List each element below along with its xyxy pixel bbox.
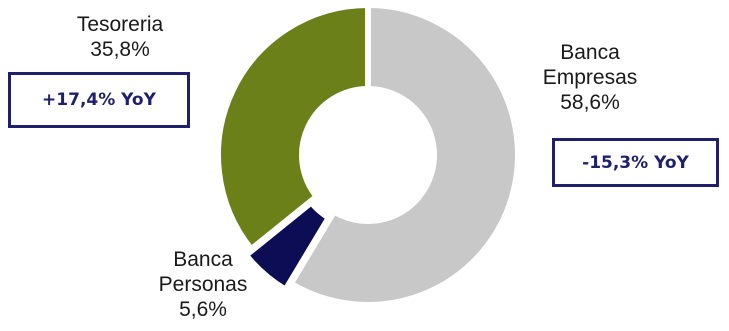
label-personas-line1: Banca <box>173 248 233 271</box>
donut-slices <box>215 1 521 308</box>
label-banca-personas: Banca Personas 5,6% <box>128 247 278 322</box>
label-empresas-line1: Banca <box>560 41 620 64</box>
slice-banca-personas <box>241 198 333 294</box>
label-personas-line2: Personas <box>158 273 248 296</box>
label-tesoreria: Tesoreria 35,8% <box>40 12 200 62</box>
slice-banca-empresas <box>286 1 521 308</box>
yoy-box-empresas: -15,3% YoY <box>552 138 719 187</box>
yoy-box-tesoreria: +17,4% YoY <box>8 72 190 128</box>
label-personas-percent: 5,6% <box>179 298 227 321</box>
label-tesoreria-name: Tesoreria <box>76 13 164 36</box>
label-banca-empresas: Banca Empresas 58,6% <box>515 40 665 115</box>
label-empresas-line2: Empresas <box>542 66 638 89</box>
label-empresas-percent: 58,6% <box>560 91 620 114</box>
label-tesoreria-percent: 35,8% <box>90 38 150 61</box>
slice-tesoreria <box>215 1 371 254</box>
